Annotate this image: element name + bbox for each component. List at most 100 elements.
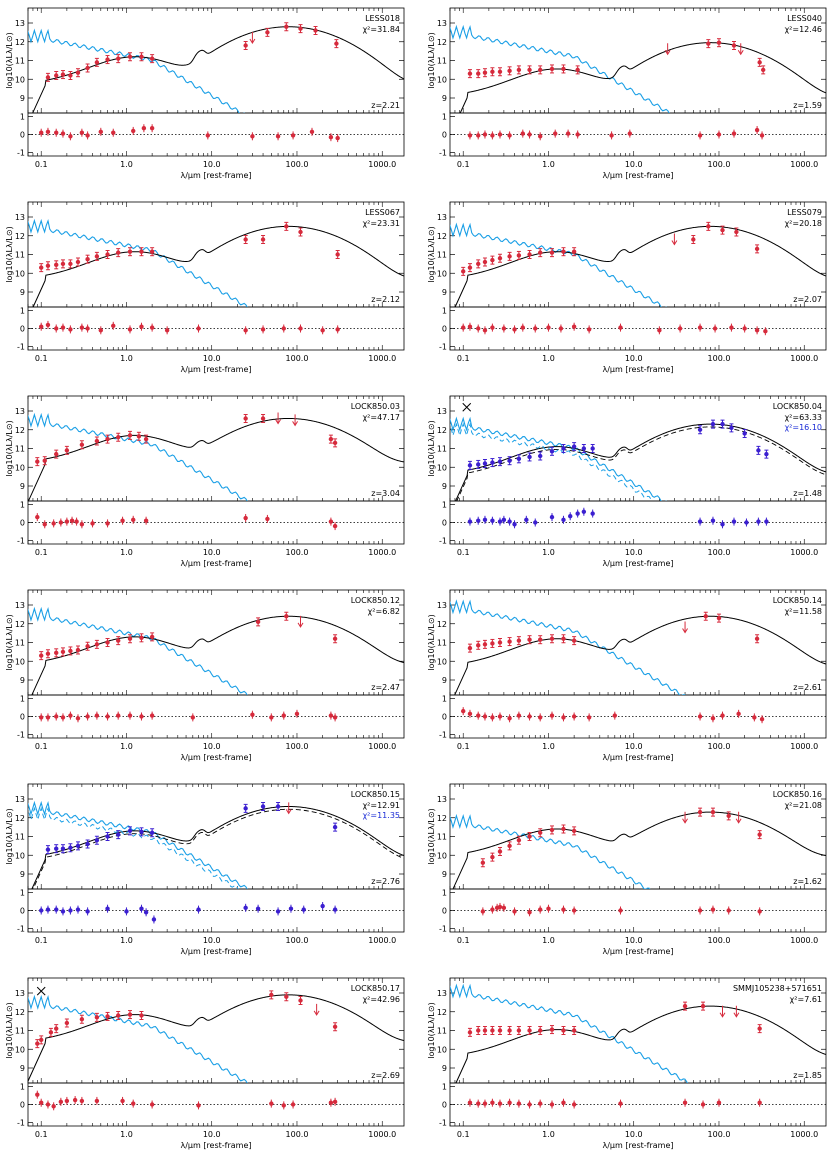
residual-point [332, 523, 338, 529]
x-tick-label: 1000.0 [368, 1130, 396, 1139]
photometry-point [527, 67, 532, 73]
residual-point [45, 715, 51, 720]
y-tick-label: 12 [15, 232, 25, 241]
photometry-point [482, 642, 488, 647]
residual-y-tick-label: 1 [442, 307, 447, 316]
x-tick-label: 10.0 [625, 936, 643, 945]
x-tick-label: 100.0 [708, 548, 731, 557]
residual-point [527, 910, 532, 915]
photometry-point [538, 1028, 543, 1033]
residual-point [729, 325, 734, 330]
x-tick-label: 1000.0 [790, 354, 818, 363]
residual-point [490, 325, 495, 330]
photometry-point [85, 65, 90, 71]
y-tick-label: 9 [20, 482, 25, 491]
redshift: z=2.47 [371, 683, 400, 692]
x-tick-label: 1000.0 [368, 742, 396, 751]
residual-point [39, 324, 44, 329]
photometry-point [538, 830, 543, 835]
photometry-point [516, 1028, 522, 1033]
x-tick-label: 10.0 [625, 354, 643, 363]
y-axis-label: log10(λLλ/L⊙) [427, 226, 436, 282]
residual-point [269, 715, 274, 720]
photometry-point [590, 446, 595, 451]
residual-point [332, 1099, 338, 1105]
residual-y-tick-label: 0 [20, 1101, 25, 1110]
photometry-point [756, 448, 761, 453]
photometry-point [691, 237, 696, 242]
y-tick-label: 13 [437, 795, 447, 804]
sed-panel: 9 10 11 12 13 -1 0 1 0.1 1.0 10.0 100.0 1000.0 λ/μm [… [5, 589, 405, 762]
photometry-point [461, 269, 466, 274]
photometry-point [571, 249, 577, 254]
photometry-point [703, 614, 708, 619]
stellar-model-curve [28, 606, 248, 695]
model-curves [28, 994, 404, 1083]
residual-point [744, 520, 749, 525]
sed-panel: 9 10 11 12 13 -1 0 1 0.1 1.0 10.0 100.0 1000.0 λ/μm [… [427, 7, 827, 180]
x-tick-label: 10.0 [203, 548, 221, 557]
residual-point [467, 519, 473, 524]
residual-point [196, 1103, 201, 1108]
residual-point [516, 1101, 522, 1106]
chi-squared: χ²=23.31 [363, 219, 400, 228]
residual-point [151, 917, 157, 922]
x-axis-label: λ/μm [rest-frame] [180, 753, 251, 762]
residual-point [527, 1102, 532, 1107]
y-tick-label: 13 [15, 19, 25, 28]
residual-point [586, 327, 592, 332]
residual-point [716, 1100, 722, 1105]
photometry-point [490, 854, 495, 860]
y-axis-label: log10(λLλ/L⊙) [5, 32, 14, 88]
residual-point [290, 1102, 296, 1107]
photometry-point [527, 454, 532, 460]
photometry-point [54, 451, 59, 457]
photometry-point [116, 56, 121, 61]
residual-point [332, 907, 338, 912]
residual-point [149, 713, 155, 718]
photometry-point [507, 843, 512, 849]
residual-y-tick-label: 1 [442, 501, 447, 510]
photometry-point [571, 638, 577, 643]
residual-point [757, 909, 762, 914]
residual-point [205, 133, 211, 138]
residual-point [618, 908, 623, 913]
y-tick-label: 13 [437, 213, 447, 222]
y-tick-label: 12 [437, 426, 447, 435]
chi-squared: χ²=31.84 [363, 25, 400, 34]
x-tick-label: 10.0 [203, 742, 221, 751]
photometry-point [476, 261, 481, 267]
x-tick-label: 1.0 [542, 548, 555, 557]
residual-point [68, 908, 73, 913]
residual-point [756, 519, 761, 524]
photometry-point [149, 830, 155, 835]
source-name: LOCK850.14 [773, 596, 822, 605]
residual-point [143, 518, 149, 523]
y-tick-label: 12 [15, 38, 25, 47]
residual-point [64, 1098, 70, 1104]
residual-point [524, 517, 529, 523]
photometry-point [54, 73, 59, 78]
residual-point [294, 711, 300, 717]
residual-point [250, 712, 255, 717]
residual-point [60, 325, 66, 330]
photometry-point [139, 829, 144, 835]
residual-point [697, 908, 703, 913]
upper-limit-arrowhead [275, 419, 281, 425]
residual-y-tick-label: -1 [439, 1118, 447, 1127]
residual-point [561, 517, 566, 523]
source-name: LESS079 [787, 208, 822, 217]
stellar-model-curve [450, 222, 667, 307]
residual-point [309, 129, 315, 135]
residual-point [497, 904, 503, 910]
residual-point [75, 716, 81, 721]
x-tick-label: 0.1 [35, 936, 48, 945]
residual-point [139, 324, 144, 329]
residual-point [538, 134, 543, 139]
residual-point [716, 132, 722, 137]
photometry-point [760, 67, 766, 73]
sed-panel: 9 10 11 12 13 -1 0 1 0.1 1.0 10.0 100.0 1000.0 λ/μm [… [5, 395, 405, 568]
residual-point [141, 126, 147, 131]
upper-limit-arrowhead [719, 1012, 726, 1018]
residual-point [139, 714, 144, 719]
